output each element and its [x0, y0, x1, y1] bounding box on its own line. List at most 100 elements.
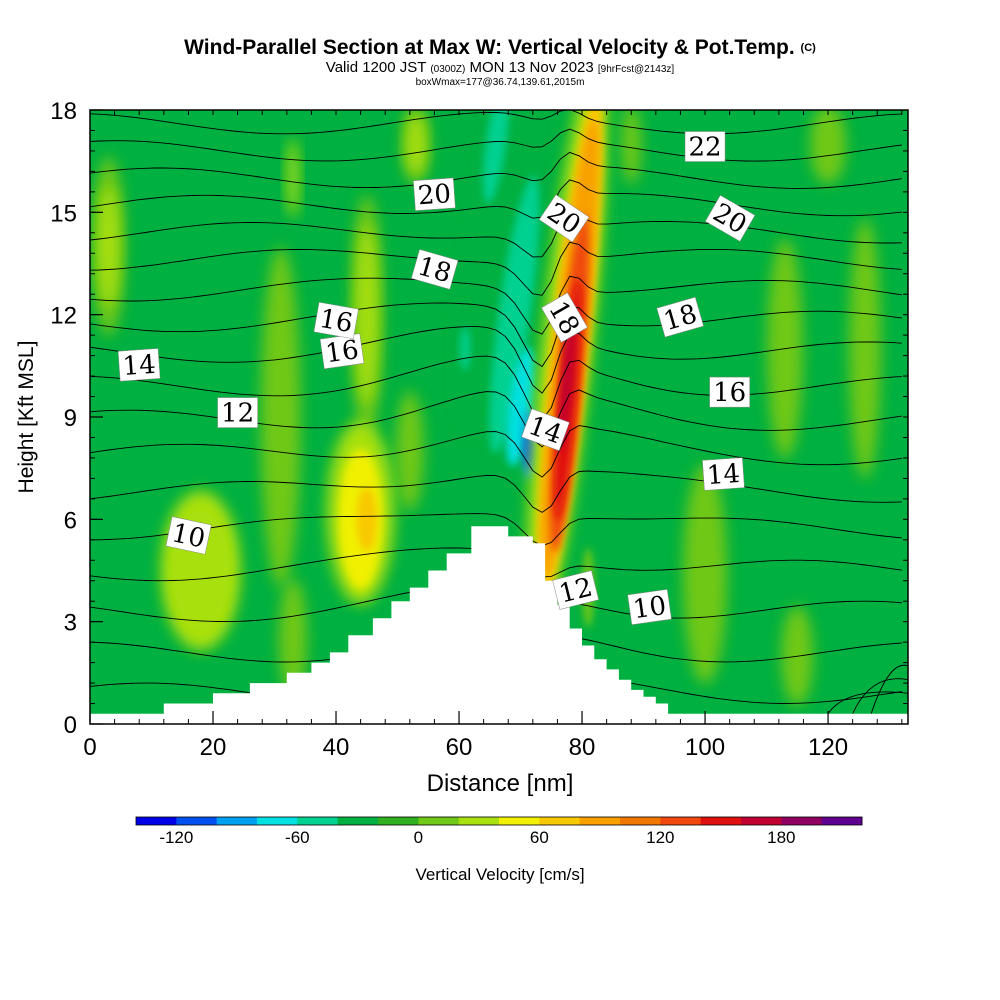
x-tick-label: 60 [446, 734, 473, 761]
theta-label-box [413, 177, 456, 211]
colorbar-swatch [257, 817, 298, 825]
theta-line [90, 128, 902, 162]
chart-title: Wind-Parallel Section at Max W: Vertical… [0, 36, 1000, 60]
theta-label-text: 14 [706, 459, 741, 491]
velocity-shade [356, 224, 377, 405]
velocity-shade [848, 218, 881, 479]
theta-label-text: 22 [688, 133, 721, 163]
theta-label-box [552, 570, 599, 610]
theta-contours [90, 110, 908, 715]
theta-label-box [521, 408, 570, 451]
theta-line [90, 355, 902, 421]
colorbar-swatch [499, 817, 540, 825]
colorbar-swatch [660, 817, 702, 825]
theta-label-box [702, 457, 745, 491]
colorbar-swatch [539, 817, 581, 825]
velocity-shade [356, 487, 377, 552]
velocity-shade [460, 326, 471, 371]
chart-title-text: Wind-Parallel Section at Max W: Vertical… [184, 36, 795, 59]
theta-label: 12 [217, 397, 258, 429]
velocity-shade [506, 347, 536, 467]
colorbar-tick-label: 0 [414, 828, 423, 847]
theta-line [90, 210, 902, 258]
theta-line [827, 691, 908, 715]
theta-line [90, 179, 902, 219]
colorbar-swatch [620, 817, 661, 825]
colorbar-swatch [821, 817, 863, 825]
x-tick-label: 100 [685, 734, 725, 761]
theta-label-text: 16 [317, 304, 355, 339]
colorbar-swatch [781, 817, 823, 825]
y-tick-label: 18 [50, 98, 77, 125]
theta-line [90, 302, 902, 368]
theta-label-text: 20 [417, 179, 452, 211]
x-tick-label: 40 [323, 734, 350, 761]
theta-line [870, 664, 908, 714]
theta-label-box [165, 516, 212, 555]
theta-label: 20 [413, 177, 456, 211]
colorbar-swatch [458, 817, 500, 825]
colorbar-swatch [297, 817, 339, 825]
colorbar-swatch [579, 817, 621, 825]
theta-label-text: 10 [631, 591, 668, 625]
y-tick-label: 9 [64, 405, 77, 432]
theta-label-box [538, 194, 590, 243]
velocity-field [90, 110, 908, 724]
theta-label-box [217, 397, 258, 428]
terrain-mask [90, 526, 908, 724]
theta-line [90, 241, 902, 296]
valid-prefix: Valid 1200 JST [325, 59, 427, 76]
theta-line [90, 326, 902, 394]
theta-label: 14 [521, 408, 570, 451]
box-info: boxWmax=177@36.74,139.61,2015m [415, 77, 585, 88]
colorbar-swatch [136, 817, 177, 825]
x-tick-label: 120 [808, 734, 848, 761]
theta-label-box [411, 249, 459, 290]
velocity-shade [278, 578, 307, 699]
x-tick-label: 20 [200, 734, 227, 761]
velocity-shade [406, 114, 425, 175]
y-tick-label: 6 [64, 507, 77, 534]
colorbar-swatch [378, 817, 419, 825]
forecast-info: [9hrFcst@2143z] [597, 64, 675, 75]
theta-label-text: 16 [713, 378, 746, 408]
valid-zulu: (0300Z) [430, 64, 466, 75]
colorbar-tick-label: -60 [285, 828, 310, 847]
colorbar-swatch [176, 817, 218, 825]
theta-label: 16 [313, 301, 359, 339]
theta-line [90, 425, 902, 478]
theta-line [90, 470, 902, 513]
colorbar-swatch [337, 817, 379, 825]
velocity-shade [489, 176, 540, 454]
velocity-shade [260, 247, 301, 587]
theta-label-box [541, 292, 588, 343]
y-axis-label: Height [Kft MSL] [15, 341, 38, 494]
theta-label-box [117, 348, 161, 382]
y-tick-label: 0 [64, 712, 77, 739]
theta-line [90, 275, 902, 335]
theta-label-box [709, 376, 750, 408]
colorbar-swatch [418, 817, 460, 825]
theta-label: 22 [684, 131, 726, 163]
x-tick-label: 0 [83, 734, 96, 761]
theta-line [852, 678, 908, 714]
theta-label: 14 [117, 348, 161, 382]
colorbar-tick-label: 120 [646, 828, 674, 847]
x-axis-label: Distance [nm] [427, 770, 574, 797]
velocity-shade [98, 186, 119, 307]
colorbar: -120 -60 0 60 120 180 [135, 816, 863, 847]
colorbar-swatch [741, 817, 782, 825]
theta-label-text: 14 [122, 350, 157, 382]
theta-label-box [704, 194, 756, 242]
theta-label: 16 [709, 376, 750, 408]
theta-label-box [627, 589, 672, 625]
theta-label-box [684, 131, 726, 162]
theta-label-text: 10 [169, 518, 208, 554]
velocity-shade [558, 313, 575, 453]
colorbar-swatch [216, 817, 258, 825]
colorbar-swatch [700, 817, 742, 825]
copyright-mark: (C) [800, 42, 816, 54]
velocity-shade [621, 110, 642, 185]
theta-label-box [656, 296, 704, 338]
